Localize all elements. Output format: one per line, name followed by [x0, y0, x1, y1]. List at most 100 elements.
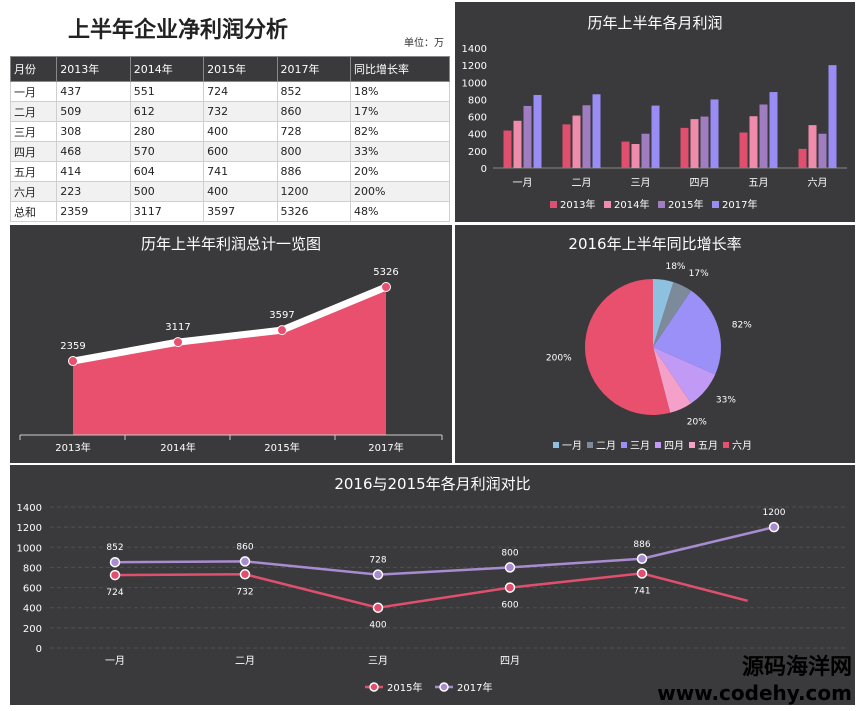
y-tick-label: 1200: [17, 523, 42, 534]
table-cell: 2359: [56, 201, 131, 222]
y-tick-label: 800: [23, 563, 42, 574]
table-cell: 741: [203, 161, 278, 182]
table-cell: 三月: [9, 121, 58, 142]
bar: [621, 141, 630, 168]
bar: [513, 120, 522, 168]
x-tick-label: 三月: [631, 177, 651, 189]
table-cell: 500: [129, 181, 205, 202]
data-label: 852: [106, 543, 123, 553]
pie-slice: [653, 290, 721, 375]
bar-chart-panel: 历年上半年各月利润 0 200 400 600 800 1000 1200 1400 一月 二月 三…: [455, 2, 855, 222]
bar: [503, 130, 512, 168]
table-cell: 48%: [349, 201, 451, 222]
data-point: [239, 569, 251, 580]
table-header-cell: 同比增长率: [349, 56, 451, 82]
bar: [631, 144, 640, 168]
data-point: [768, 521, 780, 533]
legend-marker: [439, 682, 449, 692]
x-tick-label: 三月: [368, 655, 388, 667]
y-tick-label: 1000: [462, 78, 487, 89]
bar: [680, 127, 689, 168]
table-header-cell: 月份: [9, 56, 58, 82]
legend-label: 二月: [596, 440, 616, 452]
bar-chart: 0 200 400 600 800 1000 1200 1400 一月 二月 三月 四月 五月 六月 201…: [462, 44, 847, 211]
table-cell: 223: [56, 181, 131, 202]
x-tick-label: 2014年: [160, 441, 195, 454]
bar: [572, 115, 581, 168]
data-point: [504, 562, 516, 573]
legend-label: 2013年: [560, 198, 595, 211]
data-label: 732: [236, 587, 253, 597]
bar: [533, 94, 542, 168]
data-point: [372, 602, 384, 613]
table-cell: 18%: [349, 81, 451, 102]
unit-label: 单位：万: [404, 38, 444, 49]
bar: [700, 116, 709, 168]
y-tick-label: 1200: [462, 61, 487, 72]
line-chart-title: 2016与2015年各月利润对比: [334, 475, 531, 493]
bar: [690, 119, 699, 168]
data-label: 3597: [269, 310, 294, 321]
bar: [562, 124, 571, 168]
y-tick-label: 0: [481, 164, 487, 175]
data-point: [372, 569, 384, 580]
table-cell: 612: [129, 101, 205, 122]
table-cell: 551: [129, 81, 205, 102]
watermark-line2: www.codehy.com: [657, 681, 852, 705]
legend-label: 一月: [562, 440, 582, 452]
area-line: [72, 283, 388, 365]
table-cell: 一月: [9, 81, 58, 102]
data-table-area: 上半年企业净利润分析 单位：万 月份 2013年 2014年 2015年 2017年 同比…: [8, 2, 452, 223]
area-chart-title: 历年上半年利润总计一览图: [140, 235, 321, 253]
data-point: [173, 337, 183, 348]
bar-chart-title: 历年上半年各月利润: [587, 14, 723, 32]
legend-marker: [369, 682, 379, 692]
x-tick-label: 四月: [690, 177, 710, 189]
x-tick-label: 一月: [105, 655, 125, 667]
table-cell: 5326: [276, 201, 351, 222]
table-header-cell: 2013年: [56, 56, 131, 82]
table-cell: 468: [56, 141, 131, 162]
table-cell: 308: [56, 121, 131, 142]
bar: [739, 132, 748, 168]
y-tick-label: 1000: [17, 543, 42, 554]
data-label: 728: [369, 556, 386, 566]
data-label: 400: [369, 621, 386, 631]
bar: [828, 65, 837, 168]
x-tick-label: 二月: [572, 177, 592, 189]
data-point: [636, 568, 648, 579]
table-cell: 82%: [349, 121, 451, 142]
area-chart-panel: 历年上半年利润总计一览图 2359 3117 3597 5326 2013年 2014年 2…: [10, 225, 452, 463]
table-header-cell: 2015年: [203, 56, 278, 82]
legend-label: 2017年: [457, 681, 492, 694]
series-line: [114, 572, 748, 609]
data-label: 886: [633, 540, 650, 550]
data-label: 860: [236, 542, 253, 552]
table-cell: 724: [203, 81, 278, 102]
data-point: [239, 556, 251, 567]
y-tick-label: 600: [468, 113, 487, 124]
table-cell: 732: [203, 101, 278, 122]
table-cell: 1200: [276, 181, 351, 202]
x-tick-label: 一月: [513, 177, 533, 189]
series-line: [114, 525, 775, 576]
table-cell: 五月: [9, 161, 58, 182]
bar: [641, 133, 650, 168]
table-row: 四月 468 570 600 800 33%: [9, 141, 451, 162]
bar: [582, 105, 591, 168]
table-cell: 852: [276, 81, 351, 102]
data-point: [636, 553, 648, 565]
profit-table: 月份 2013年 2014年 2015年 2017年 同比增长率 一月 437 551 724 8…: [9, 56, 451, 222]
table-cell: 33%: [349, 141, 451, 162]
table-header-cell: 2017年: [276, 56, 351, 82]
data-point: [381, 282, 391, 292]
pie-chart: 18% 17% 82% 33% 20% 200% 一月 二月 三月 四月 五月 六月: [546, 262, 752, 452]
table-row: 二月 509 612 732 860 17%: [9, 101, 451, 122]
table-cell: 600: [203, 141, 278, 162]
legend-label: 四月: [664, 440, 684, 452]
bar: [818, 133, 827, 168]
x-tick-label: 四月: [500, 655, 520, 667]
data-label: 1200: [763, 508, 786, 518]
y-tick-label: 200: [23, 624, 42, 635]
table-cell: 17%: [349, 101, 451, 122]
